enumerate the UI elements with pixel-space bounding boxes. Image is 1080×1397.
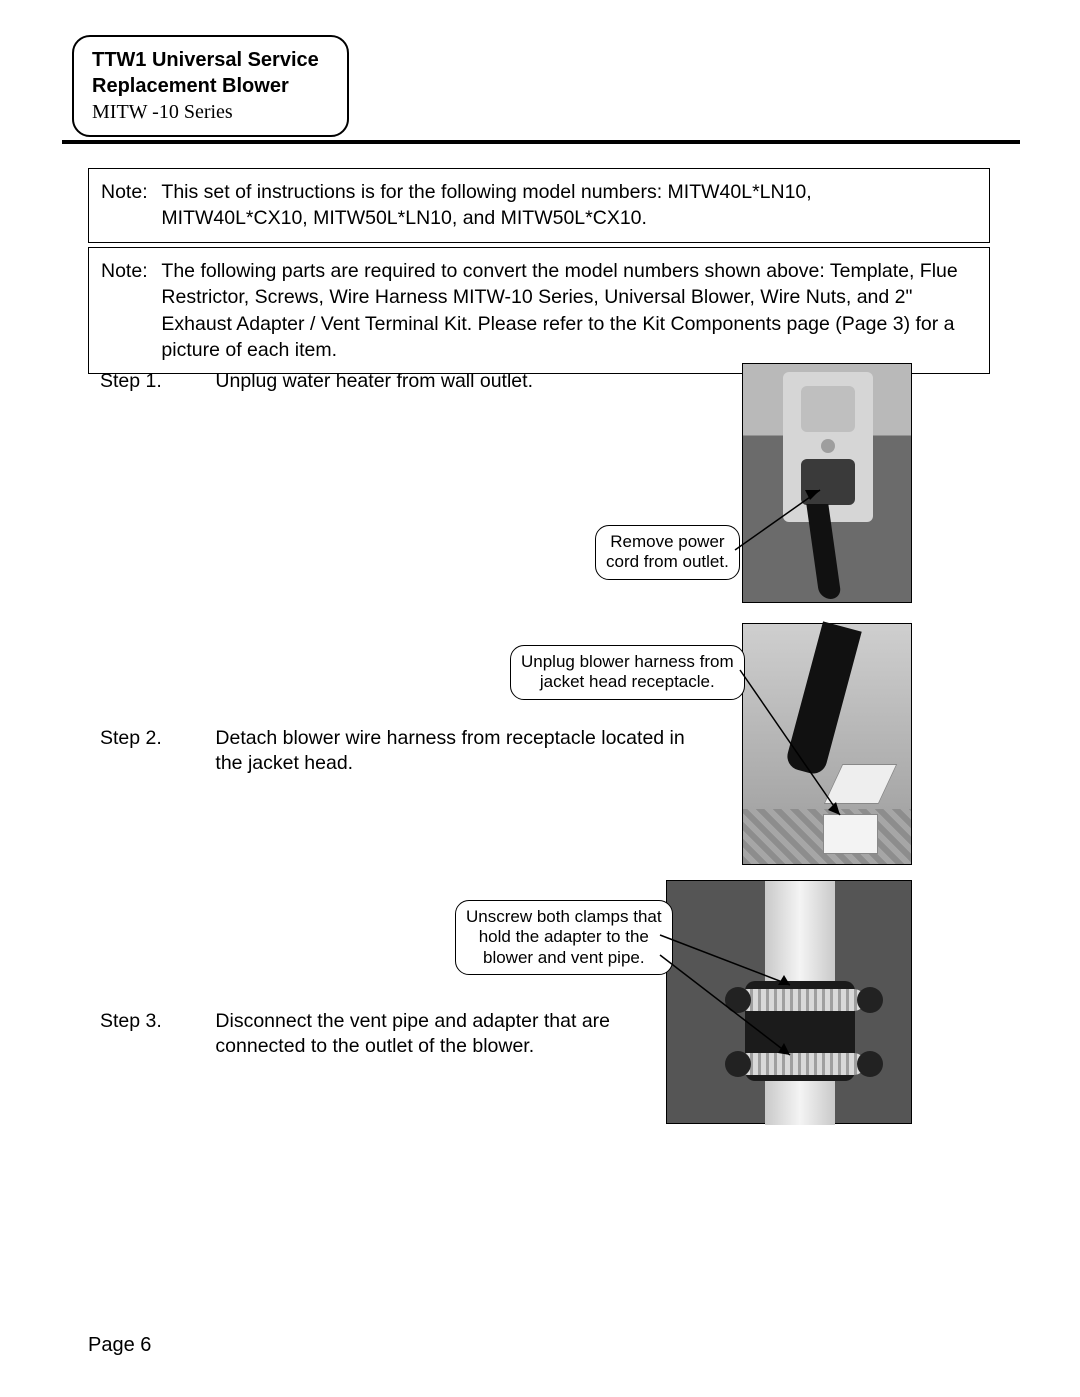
step-label: Step 2.	[100, 726, 210, 751]
callout-3: Unscrew both clamps that hold the adapte…	[455, 900, 673, 975]
clamp-screw-icon	[857, 1051, 883, 1077]
receptacle-icon	[823, 814, 878, 854]
note-box-1: Note: This set of instructions is for th…	[88, 168, 990, 243]
step-label: Step 1.	[100, 369, 210, 394]
page: TTW1 Universal Service Replacement Blowe…	[0, 0, 1080, 1397]
page-number: Page 6	[88, 1334, 151, 1357]
title-line2: Replacement Blower	[92, 73, 319, 99]
outlet-socket-used-icon	[801, 459, 855, 505]
step1-image	[742, 363, 912, 603]
note-text: The following parts are required to conv…	[161, 258, 961, 363]
clamp-screw-icon	[725, 1051, 751, 1077]
clamp-screw-icon	[857, 987, 883, 1013]
step-3: Step 3. Disconnect the vent pipe and ada…	[100, 1009, 695, 1060]
outlet-socket-icon	[801, 386, 855, 432]
note-label: Note:	[101, 258, 156, 284]
step3-image	[666, 880, 912, 1124]
step-1: Step 1. Unplug water heater from wall ou…	[100, 369, 695, 394]
note-box-2: Note: The following parts are required t…	[88, 247, 990, 374]
callout-1: Remove power cord from outlet.	[595, 525, 740, 580]
note-text: This set of instructions is for the foll…	[161, 179, 961, 232]
outlet-screw-icon	[821, 439, 835, 453]
title-series: MITW -10 Series	[92, 99, 319, 125]
note-label: Note:	[101, 179, 156, 205]
harness-wire-icon	[784, 621, 861, 776]
clamp-icon	[737, 989, 865, 1011]
callout-2: Unplug blower harness from jacket head r…	[510, 645, 745, 700]
step2-image	[742, 623, 912, 865]
clamp-screw-icon	[725, 987, 751, 1013]
title-line1: TTW1 Universal Service	[92, 47, 319, 73]
step-2: Step 2. Detach blower wire harness from …	[100, 726, 695, 777]
step-text: Unplug water heater from wall outlet.	[215, 369, 695, 394]
step-text: Disconnect the vent pipe and adapter tha…	[215, 1009, 695, 1060]
step-label: Step 3.	[100, 1009, 210, 1034]
step-text: Detach blower wire harness from receptac…	[215, 726, 695, 777]
clamp-icon	[737, 1053, 865, 1075]
harness-plug-icon	[824, 764, 898, 804]
horizontal-rule	[62, 140, 1020, 144]
title-box: TTW1 Universal Service Replacement Blowe…	[72, 35, 349, 137]
